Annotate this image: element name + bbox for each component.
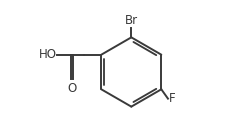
Text: O: O [67,82,76,95]
Text: Br: Br [124,14,137,27]
Text: HO: HO [39,48,56,61]
Text: F: F [168,92,174,105]
